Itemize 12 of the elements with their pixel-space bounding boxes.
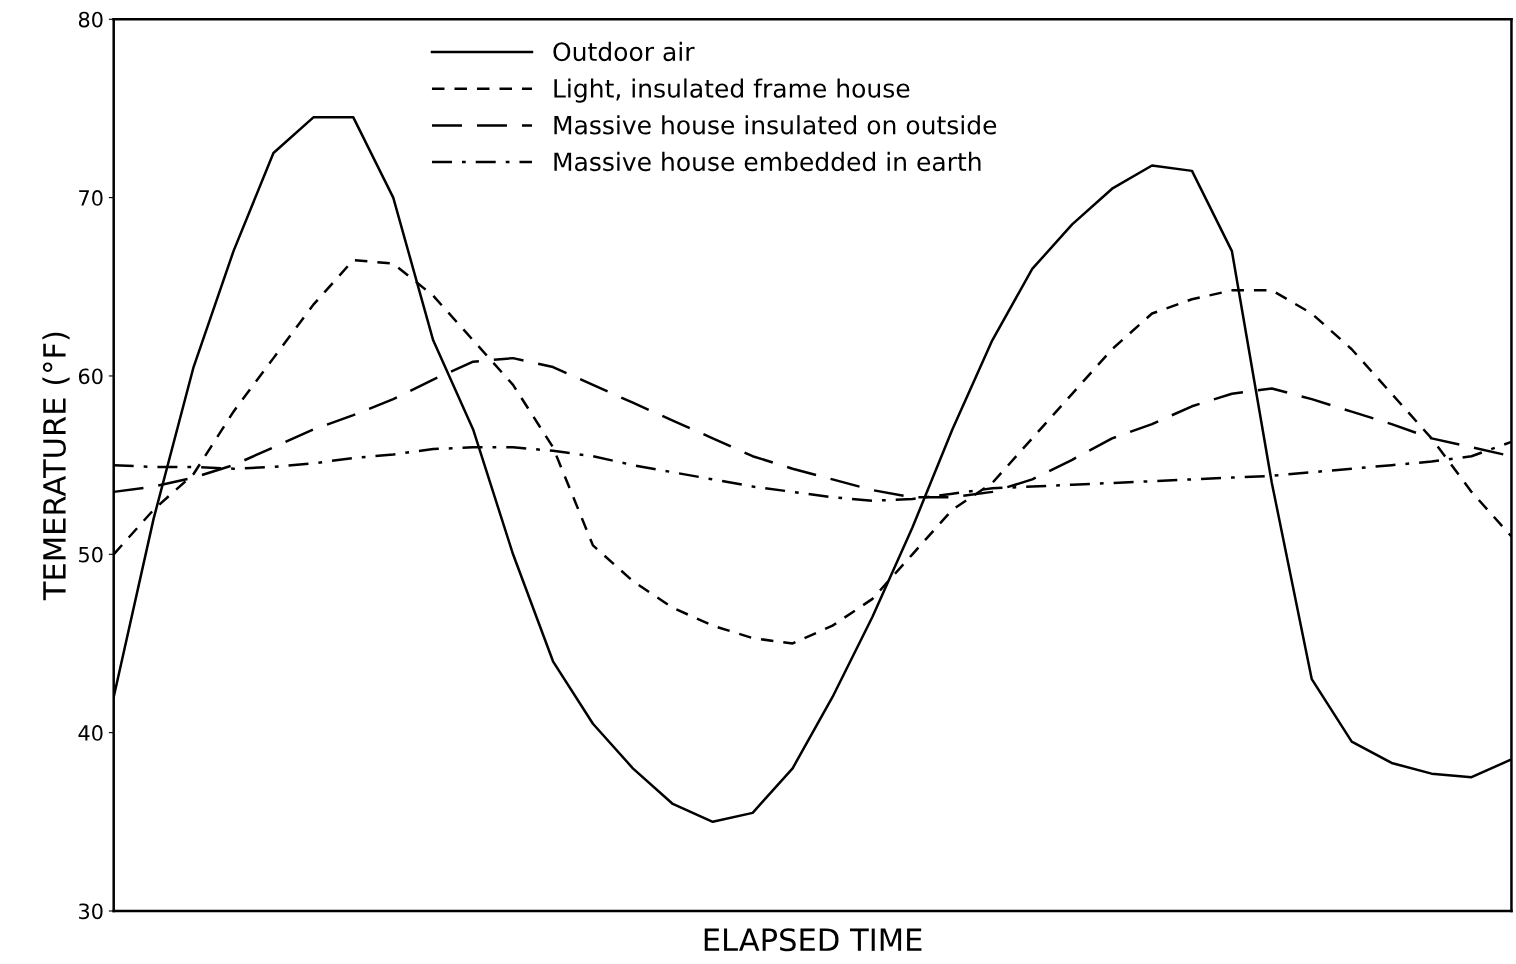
legend-label: Light, insulated frame house: [554, 78, 910, 103]
legend-label: Outdoor air: [553, 41, 695, 62]
legend-label: Massive house embedded in earth: [554, 151, 981, 172]
y-tick-label: 50: [79, 546, 103, 563]
x-axis-title: ELAPSED TIME: [704, 928, 922, 952]
y-tick-label: 70: [79, 190, 103, 206]
y-tick-label: 80: [78, 11, 103, 28]
y-tick-label: 30: [79, 903, 103, 920]
y-axis-title: TEMERATURE (°F): [42, 332, 70, 601]
legend-label: Massive house insulated on outside: [554, 115, 997, 135]
y-tick-label: 40: [78, 725, 103, 741]
y-tick-label: 60: [78, 368, 103, 385]
